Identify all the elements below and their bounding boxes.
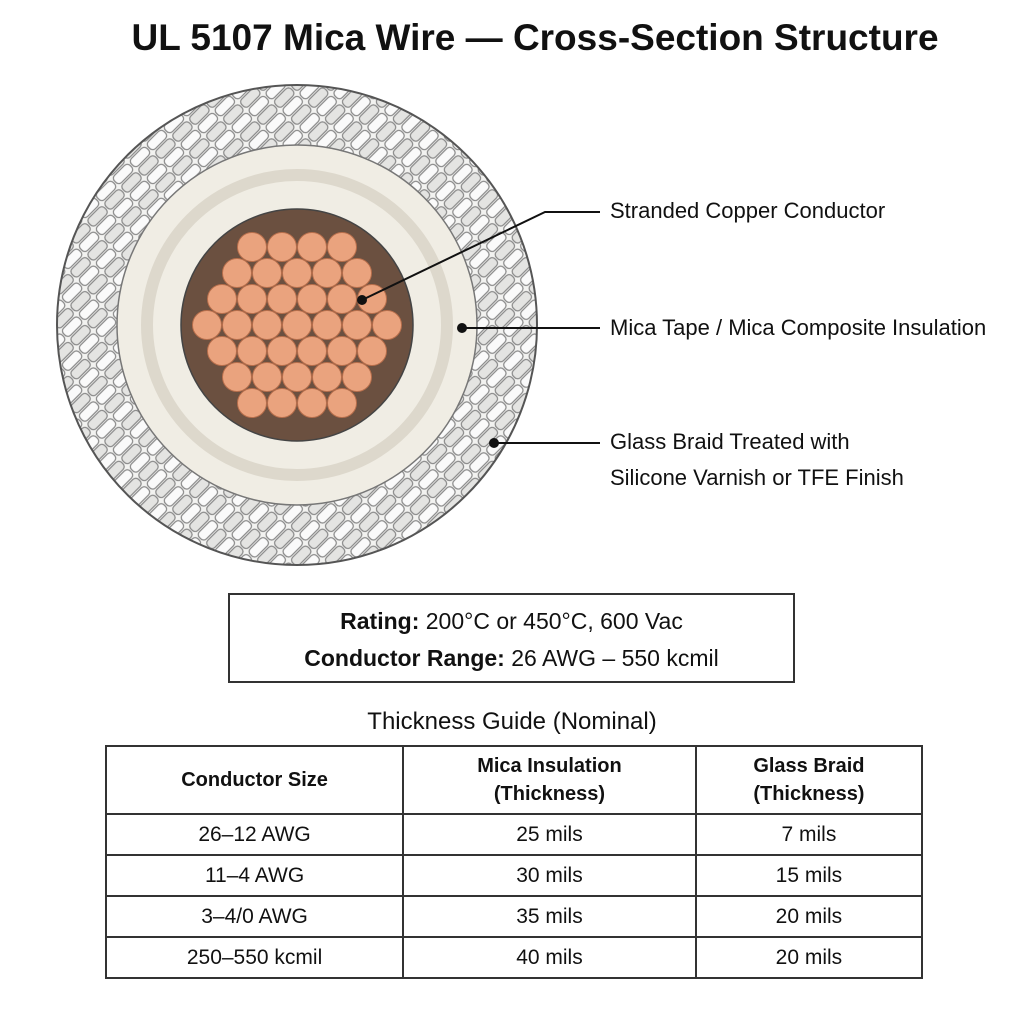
rating-box: Rating: 200°C or 450°C, 600 Vac Conducto…: [228, 593, 795, 683]
cell: 11–4 AWG: [104, 854, 405, 897]
strand: [297, 232, 327, 262]
strand: [207, 284, 237, 314]
strand: [207, 336, 237, 366]
strand: [237, 232, 267, 262]
header-row: Conductor Size Mica Insulation (Thickness)…: [104, 745, 924, 815]
strand: [252, 258, 282, 288]
cell: 35 mils: [402, 895, 697, 938]
header-cell: Conductor Size: [104, 745, 405, 815]
cell: 7 mils: [694, 813, 924, 856]
strand: [267, 336, 297, 366]
callout: Mica Tape / Mica Composite Insulation: [610, 315, 986, 340]
cell: 25 mils: [402, 813, 697, 856]
callout: Stranded Copper Conductor: [610, 198, 885, 223]
callout: Silicone Varnish or TFE Finish: [610, 465, 904, 490]
strand: [327, 232, 357, 262]
mica-layer: [141, 169, 453, 481]
strand: [327, 388, 357, 418]
strand: [372, 310, 402, 340]
cell: 40 mils: [402, 936, 697, 979]
header-text: Conductor Size: [181, 769, 328, 791]
strand: [327, 336, 357, 366]
header-cell: Glass Braid (Thickness): [694, 745, 924, 815]
value: 26 AWG – 550 kcmil: [511, 645, 719, 671]
header-text: (Thickness): [493, 783, 606, 805]
strand: [222, 310, 252, 340]
strand: [267, 232, 297, 262]
strand: [312, 258, 342, 288]
dot: [489, 438, 499, 448]
cell: 20 mils: [694, 895, 924, 938]
dot: [357, 295, 367, 305]
cell: 20 mils: [694, 936, 924, 979]
strand: [312, 310, 342, 340]
cell: 26–12 AWG: [104, 813, 405, 856]
strand: [282, 362, 312, 392]
strand: [192, 310, 222, 340]
strand: [357, 336, 387, 366]
cell: 15 mils: [694, 854, 924, 897]
strand: [312, 362, 342, 392]
header-text: Glass Braid: [753, 755, 865, 777]
title: UL 5107 Mica Wire — Cross-Section Struct…: [131, 17, 938, 58]
row: 11–4 AWG 30 mils 15 mils: [104, 854, 924, 897]
row: 3–4/0 AWG 35 mils 20 mils: [104, 895, 924, 938]
dot: [457, 323, 467, 333]
strand: [222, 362, 252, 392]
header-text: (Thickness): [753, 783, 865, 805]
strand: [282, 258, 312, 288]
table-title: Thickness Guide (Nominal): [367, 708, 657, 735]
cell: 30 mils: [402, 854, 697, 897]
strands: [192, 232, 402, 418]
row: 26–12 AWG 25 mils 7 mils: [104, 813, 924, 856]
strand: [282, 310, 312, 340]
table: Conductor Size Mica Insulation (Thickness)…: [104, 745, 924, 979]
label: Rating:: [340, 608, 420, 634]
strand: [252, 310, 282, 340]
strand: [297, 284, 327, 314]
strand: [342, 362, 372, 392]
callout: Glass Braid Treated with: [610, 429, 850, 454]
strand: [267, 284, 297, 314]
row: 250–550 kcmil 40 mils 20 mils: [104, 936, 924, 979]
strand: [267, 388, 297, 418]
strand: [237, 336, 267, 366]
strand: [297, 388, 327, 418]
leaders: [361, 211, 600, 444]
cell: 250–550 kcmil: [104, 936, 405, 979]
header-text: Mica Insulation: [477, 755, 622, 777]
diagram: UL 5107 Mica Wire — Cross-Section Struct…: [56, 17, 986, 566]
strand: [237, 388, 267, 418]
label: Conductor Range:: [304, 645, 505, 671]
strand: [237, 284, 267, 314]
header-cell: Mica Insulation (Thickness): [402, 745, 697, 815]
strand: [327, 284, 357, 314]
cell: 3–4/0 AWG: [104, 895, 405, 938]
value: 200°C or 450°C, 600 Vac: [425, 608, 683, 634]
strand: [297, 336, 327, 366]
strand: [252, 362, 282, 392]
strand: [222, 258, 252, 288]
strand: [342, 310, 372, 340]
strand: [342, 258, 372, 288]
